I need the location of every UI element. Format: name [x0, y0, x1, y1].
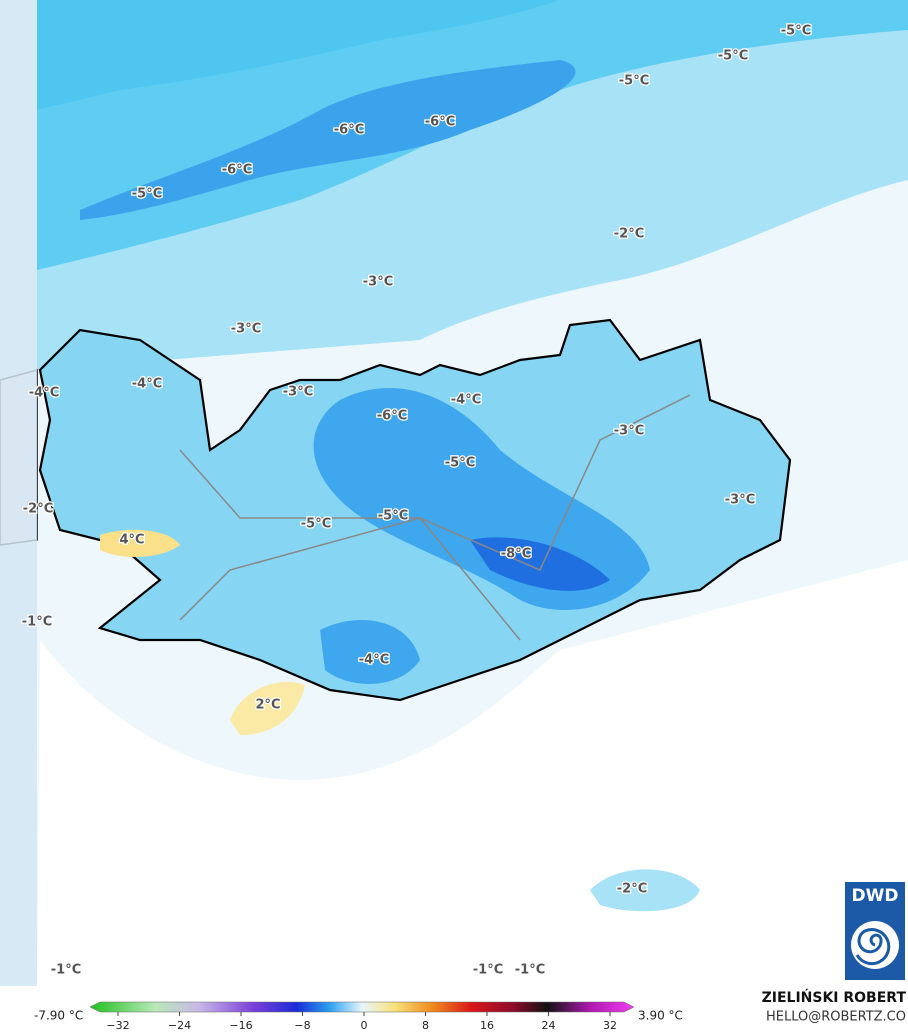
- contour-label: -5°C: [301, 517, 331, 532]
- contour-label: -2°C: [23, 502, 53, 517]
- contour-label: -3°C: [363, 275, 393, 290]
- left-margin: [0, 0, 37, 986]
- contour-label: -2°C: [614, 227, 644, 242]
- colorbar-tick-label: 16: [480, 1019, 494, 1032]
- contour-label: -3°C: [231, 322, 261, 337]
- coldest-band: [80, 60, 576, 220]
- contour-label: -6°C: [377, 409, 407, 424]
- contour-label: -1°C: [473, 963, 503, 978]
- contour-label: -3°C: [614, 424, 644, 439]
- contour-label: -4°C: [451, 393, 481, 408]
- colorbar-tick-label: −8: [294, 1019, 310, 1032]
- contour-label: -8°C: [501, 547, 531, 562]
- contour-label: -1°C: [22, 615, 52, 630]
- interior-coldest: [470, 537, 610, 591]
- contour-label: -4°C: [29, 386, 59, 401]
- contour-label: 2°C: [255, 698, 280, 713]
- contour-label: -6°C: [334, 123, 364, 138]
- borders: [179, 394, 691, 641]
- contour-label: -5°C: [378, 509, 408, 524]
- colorbar: [89, 1001, 635, 1013]
- colorbar-tick-label: 0: [361, 1019, 368, 1032]
- warm-patch: [230, 681, 305, 735]
- contour-label: -5°C: [445, 456, 475, 471]
- colorbar-tick-label: 32: [603, 1019, 617, 1032]
- contour-label: -4°C: [359, 653, 389, 668]
- credit-email: HELLO@ROBERTZ.CO: [766, 1010, 906, 1025]
- credit-author: ZIELIŃSKI ROBERT: [762, 988, 907, 1006]
- logo-swirl: [855, 928, 891, 966]
- contour-label: -3°C: [283, 385, 313, 400]
- logo-text: DWD: [852, 886, 899, 906]
- colorbar-tick-label: 8: [422, 1019, 429, 1032]
- warm-patch: [100, 529, 180, 557]
- contour-label: -5°C: [781, 24, 811, 39]
- legend-min: -7.90 °C: [34, 1009, 83, 1023]
- contour-label: -1°C: [515, 963, 545, 978]
- contour-label: -5°C: [132, 187, 162, 202]
- contour-label: -4°C: [132, 377, 162, 392]
- colorbar-tick-label: −24: [168, 1019, 191, 1032]
- colorbar-tick-label: −32: [106, 1019, 129, 1032]
- mild-region: [37, 560, 908, 986]
- cold-patch: [590, 869, 700, 912]
- dwd-logo: DWD: [845, 882, 905, 980]
- contour-label: -5°C: [718, 49, 748, 64]
- contour-label: -3°C: [725, 493, 755, 508]
- contour-label: -6°C: [425, 115, 455, 130]
- contour-label: -6°C: [222, 163, 252, 178]
- contour-label: -5°C: [619, 74, 649, 89]
- cold-band: [37, 0, 560, 110]
- colorbar-tick-label: 24: [542, 1019, 556, 1032]
- contour-label: -1°C: [51, 963, 81, 978]
- colorbar-tick-label: −16: [229, 1019, 252, 1032]
- contour-label: -2°C: [617, 882, 647, 897]
- glacier-cold: [320, 620, 420, 684]
- contour-label: 4°C: [119, 533, 144, 548]
- legend-max: 3.90 °C: [638, 1009, 683, 1023]
